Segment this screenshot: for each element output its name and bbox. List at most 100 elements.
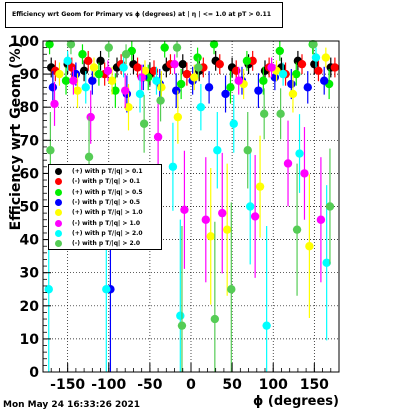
data-point	[201, 215, 210, 224]
data-point	[309, 40, 318, 49]
data-point	[259, 109, 269, 119]
data-point	[140, 66, 150, 75]
data-point	[255, 182, 265, 191]
y-tick-label: 100	[10, 34, 39, 50]
data-point	[311, 53, 321, 62]
x-tick-label: 50	[222, 377, 242, 393]
data-point	[46, 146, 55, 155]
data-point	[137, 73, 146, 82]
data-point	[303, 83, 312, 92]
y-tick-label: 0	[29, 365, 39, 381]
legend-label: (-) with p T/|q| > 2.0	[72, 240, 141, 248]
data-point	[300, 169, 309, 178]
data-point	[254, 86, 263, 95]
data-point	[267, 63, 276, 72]
y-tick-label: 30	[20, 266, 40, 282]
y-tick-label: 90	[20, 67, 40, 83]
series-7	[46, 40, 335, 372]
data-point	[222, 225, 232, 234]
data-point	[283, 159, 293, 168]
data-point	[111, 86, 120, 95]
data-point	[89, 63, 99, 72]
data-point	[206, 232, 215, 241]
data-point	[226, 83, 235, 92]
legend: (+) with p T/|q| > 0.1 (-) with p T/|q| >…	[48, 164, 162, 250]
data-point	[297, 59, 307, 69]
data-point	[172, 86, 181, 95]
data-point	[104, 43, 113, 52]
x-tick-label: 100	[259, 377, 288, 393]
x-tick-label: 0	[186, 377, 196, 393]
data-point	[107, 76, 117, 85]
data-point	[61, 76, 71, 85]
data-point	[218, 208, 227, 218]
data-point	[160, 43, 169, 52]
data-point	[78, 50, 87, 59]
data-point	[86, 112, 95, 122]
data-point	[133, 63, 142, 72]
legend-label: (+) with p T/|q| > 0.1	[72, 168, 143, 175]
y-tick-label: 10	[20, 332, 40, 348]
data-point	[135, 89, 145, 99]
data-point	[152, 76, 161, 85]
data-point	[193, 53, 202, 62]
legend-marker	[55, 188, 62, 196]
y-tick-label: 70	[20, 133, 40, 149]
data-point	[79, 66, 89, 75]
legend-label: (+) with p T/|q| > 2.0	[72, 229, 143, 237]
timestamp: Mon May 24 16:33:26 2021	[3, 400, 141, 410]
data-point	[287, 79, 296, 89]
data-point	[325, 202, 335, 211]
data-point	[242, 56, 252, 66]
y-tick-label: 60	[20, 166, 40, 182]
data-point	[221, 89, 230, 99]
data-point	[248, 56, 257, 66]
data-point	[121, 86, 130, 95]
series-5	[50, 54, 326, 283]
data-point	[84, 56, 93, 66]
legend-label: (-) with p T/|q| > 1.0	[72, 219, 141, 227]
data-point	[276, 109, 285, 119]
data-point	[209, 40, 219, 49]
data-point	[119, 63, 128, 72]
y-tick-label: 40	[20, 233, 40, 249]
data-point	[204, 83, 214, 92]
data-point	[278, 69, 288, 79]
ticks-layer	[43, 40, 332, 373]
data-point	[121, 50, 131, 59]
data-point	[314, 66, 323, 75]
legend-marker	[55, 198, 62, 206]
data-point	[234, 76, 243, 85]
legend-label: (+) with p T/|q| > 0.5	[72, 188, 143, 196]
data-point	[44, 285, 53, 294]
points-layer	[44, 40, 340, 372]
labels-layer: 0 10 20 30 40 50 60 70 80 90 100 -150 -100 -50 0 50 100 1…	[8, 34, 339, 409]
y-tick-label: 80	[20, 100, 40, 116]
x-axis-label: ϕ (degrees)	[253, 394, 339, 409]
data-point	[96, 56, 105, 66]
data-point	[243, 146, 252, 155]
data-point	[69, 76, 78, 85]
data-point	[180, 205, 189, 215]
data-point	[55, 69, 64, 79]
data-point	[288, 89, 298, 99]
legend-label: (-) with p T/|q| > 0.1	[72, 178, 141, 186]
data-point	[262, 321, 271, 330]
data-point	[103, 66, 113, 75]
data-point	[178, 59, 187, 69]
data-point	[157, 83, 166, 92]
data-point	[275, 46, 284, 56]
data-point	[50, 99, 59, 109]
data-point	[190, 73, 199, 82]
data-point	[210, 314, 220, 324]
data-point	[194, 63, 203, 72]
legend-marker	[55, 219, 62, 227]
data-point	[227, 285, 236, 294]
legend-marker	[55, 229, 62, 237]
data-point	[172, 43, 182, 52]
x-tick-label: -150	[50, 377, 85, 393]
data-point	[177, 321, 187, 330]
y-tick-label: 50	[20, 200, 40, 216]
chart-title: Efficiency wrt Geom for Primary vs ϕ (de…	[12, 11, 272, 18]
legend-marker	[55, 178, 62, 186]
